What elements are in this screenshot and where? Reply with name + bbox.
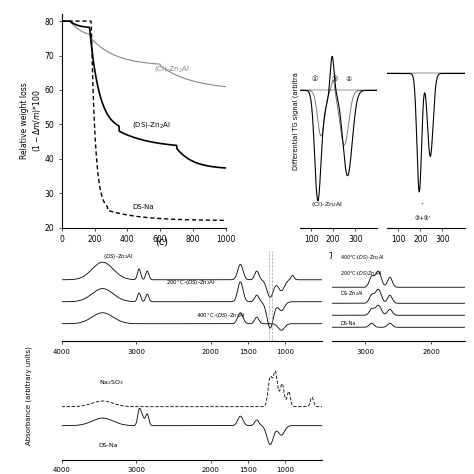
(Cl)-Zn₂Al [219,83,225,89]
Text: DS-Na: DS-Na [132,204,154,210]
(DS)-Zn₂Al [219,165,225,171]
Text: (c): (c) [155,236,168,246]
Text: 400°C-$(DS)$-Zn$_2$Al: 400°C-$(DS)$-Zn$_2$Al [340,253,384,262]
X-axis label: $T$ /°C: $T$ /°C [133,250,155,261]
DS-Na [156,216,162,221]
DS-Na [219,218,225,223]
DS-Na [138,214,144,220]
X-axis label: $T$ /°C: $T$ /°C [415,250,437,261]
(Cl)-Zn₂Al [138,59,144,65]
(Cl)-Zn₂Al [223,84,229,90]
Text: $(DS)$-Zn$_2$Al: $(DS)$-Zn$_2$Al [102,252,133,261]
DS-Na [137,214,143,219]
Text: 200°C-$(DS)$Zn$_2$Al: 200°C-$(DS)$Zn$_2$Al [340,269,383,278]
Line: (Cl)-Zn₂Al: (Cl)-Zn₂Al [62,21,226,87]
Y-axis label: Differential TG signal (arbitra: Differential TG signal (arbitra [292,72,299,170]
(DS)-Zn₂Al [193,160,199,165]
Text: ②: ② [345,76,351,82]
(Cl)-Zn₂Al [59,18,64,24]
(Cl)-Zn₂Al [137,59,143,65]
Line: (DS)-Zn₂Al: (DS)-Zn₂Al [62,21,226,168]
(DS)-Zn₂Al [138,137,144,142]
(DS)-Zn₂Al [137,137,143,142]
Text: DS-Na: DS-Na [340,321,356,326]
(Cl)-Zn₂Al [156,61,162,67]
Text: 400°C-$(DS)$-Zn$_2$Al: 400°C-$(DS)$-Zn$_2$Al [196,311,246,320]
Line: DS-Na: DS-Na [62,21,226,220]
Text: Na$_2$SO$_3$: Na$_2$SO$_3$ [99,378,124,387]
DS-Na [59,18,64,24]
(DS)-Zn₂Al [223,165,229,171]
(Cl)-Zn₂Al [148,61,154,66]
Text: ③: ③ [332,76,338,82]
Text: 200°C-$(DS)$-Zn$_2$Al: 200°C-$(DS)$-Zn$_2$Al [166,278,216,287]
Text: Absorbance (arbitrary units): Absorbance (arbitrary units) [25,346,32,445]
Text: DS-Na: DS-Na [99,443,118,447]
DS-Na [193,217,199,223]
Text: DS-Zn$_2$Al: DS-Zn$_2$Al [340,289,364,298]
Text: ③+③': ③+③' [415,217,430,221]
Text: (Cl)-Zn$_2$Al: (Cl)-Zn$_2$Al [154,64,189,74]
(DS)-Zn₂Al [59,18,64,24]
X-axis label: $T$ /°C: $T$ /°C [328,250,350,261]
(DS)-Zn₂Al [148,139,154,145]
DS-Na [148,215,154,221]
Text: (DS)-Zn$_2$Al: (DS)-Zn$_2$Al [132,119,171,129]
Y-axis label: Relative weight loss
$(1-\Delta m/m)$*100: Relative weight loss $(1-\Delta m/m)$*10… [20,82,43,159]
Text: (Cl)-Zn$_2$Al: (Cl)-Zn$_2$Al [311,200,343,209]
DS-Na [223,218,229,223]
Text: ①: ① [311,76,318,82]
(DS)-Zn₂Al [156,140,162,146]
(Cl)-Zn₂Al [193,79,199,85]
